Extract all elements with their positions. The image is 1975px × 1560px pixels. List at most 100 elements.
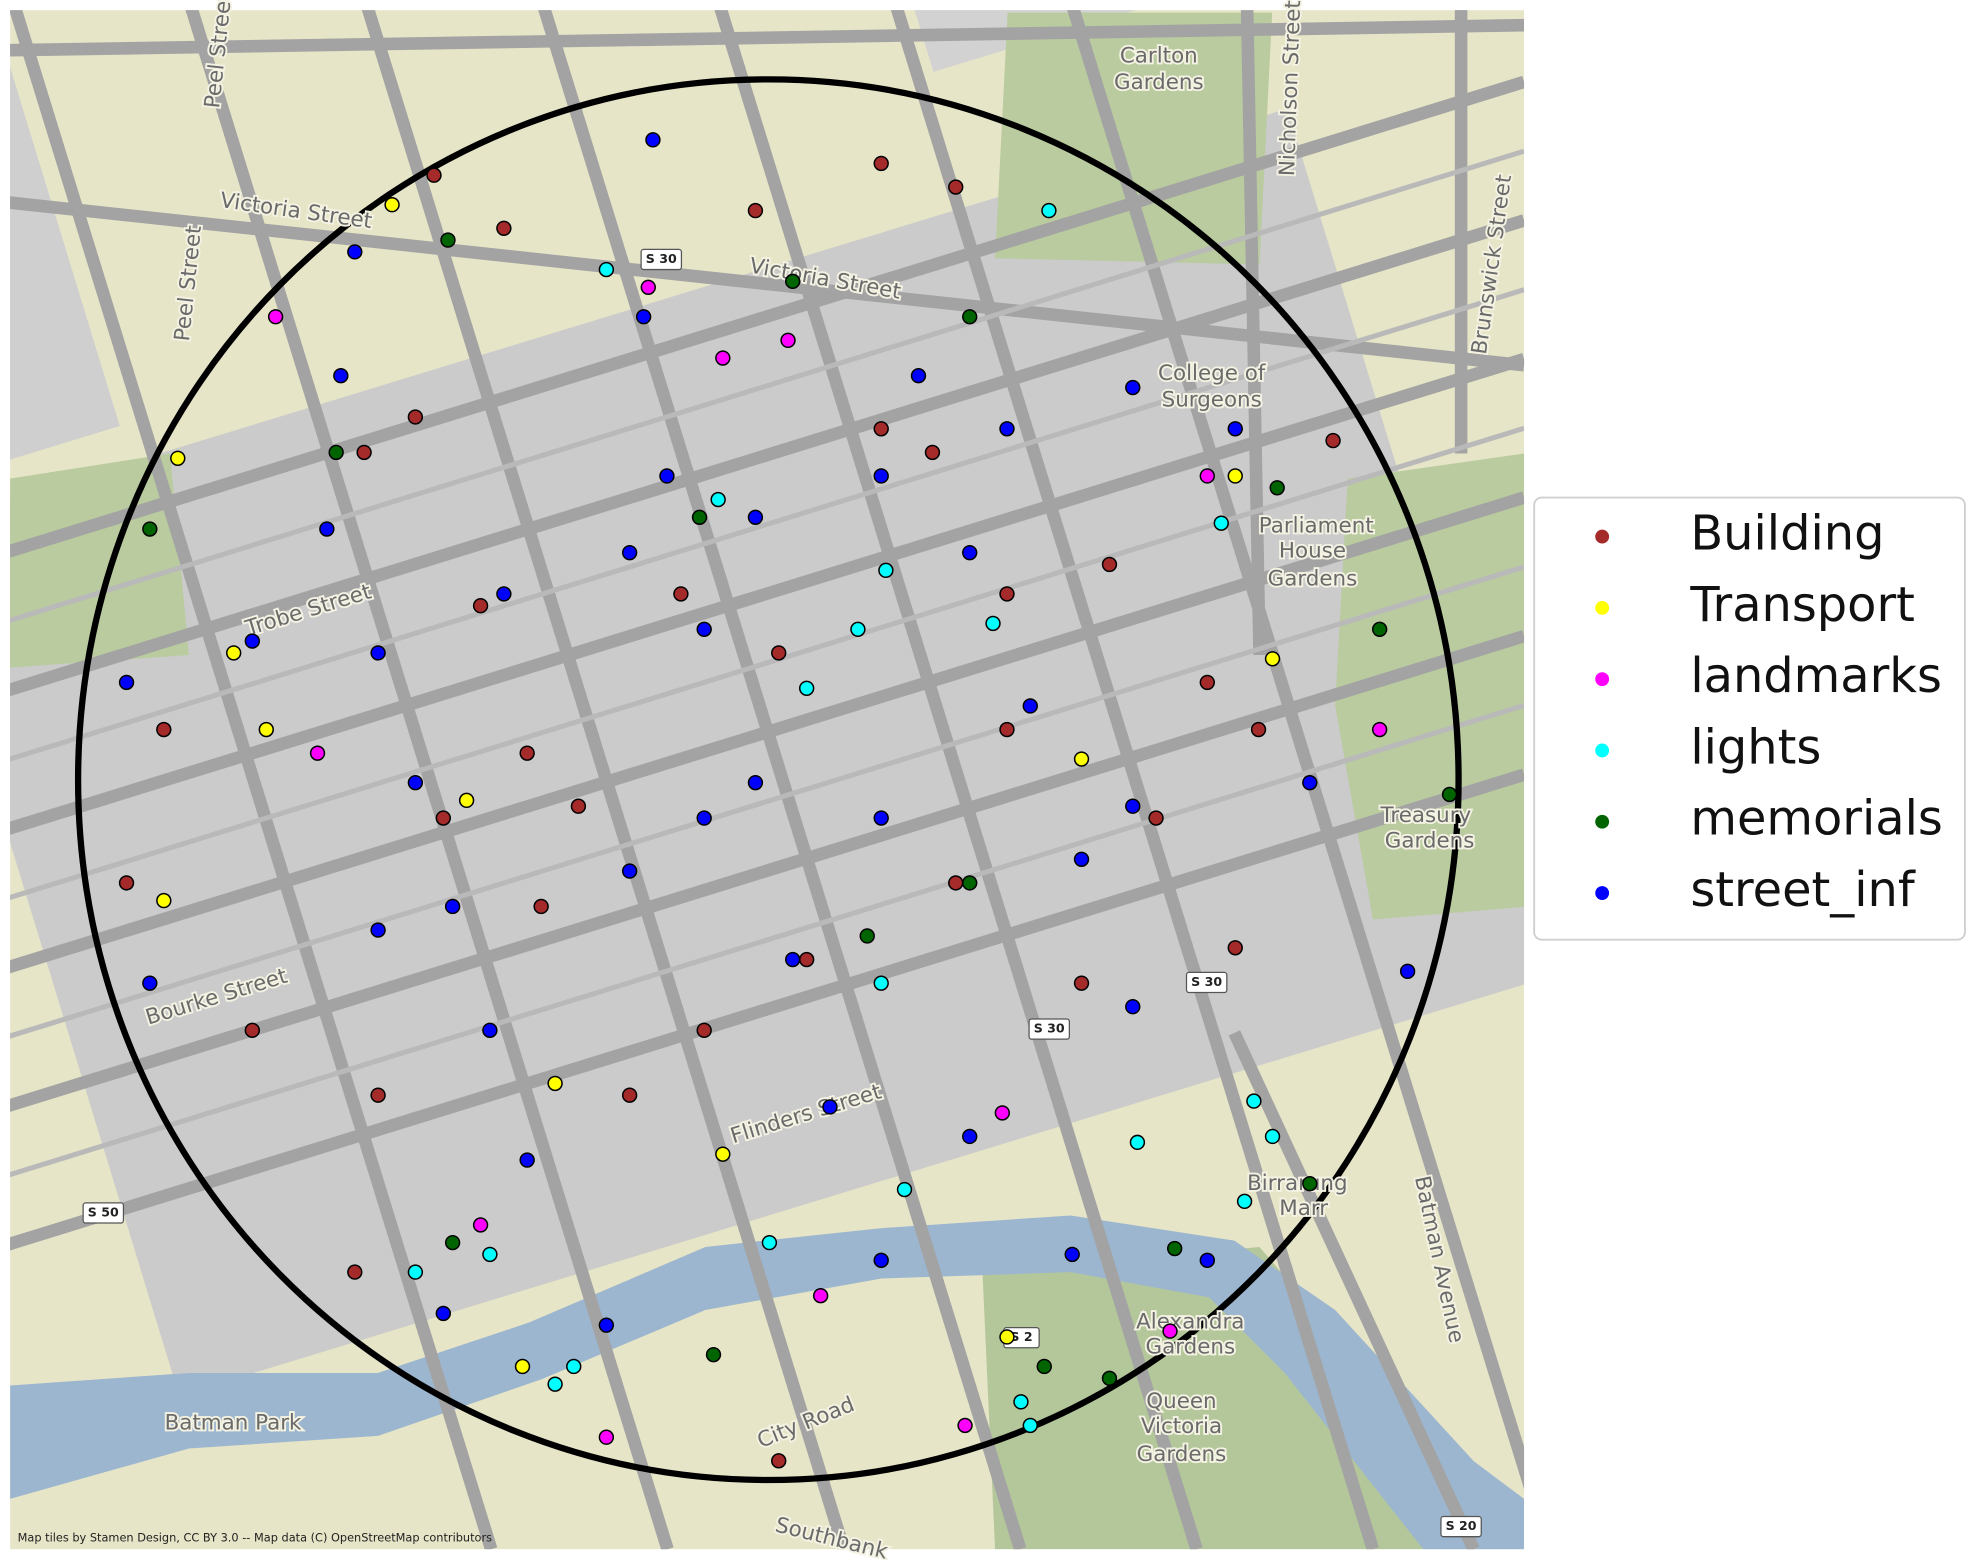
- shield-box: [1185, 971, 1228, 994]
- point: [621, 544, 638, 561]
- point: [696, 810, 712, 826]
- point: [1227, 940, 1243, 956]
- point: [319, 521, 335, 537]
- map-label: College of: [1158, 361, 1266, 386]
- point: [1073, 975, 1090, 991]
- shield-box: [82, 1202, 125, 1224]
- road-shield: S 30: [646, 251, 677, 266]
- point: [1213, 515, 1229, 531]
- legend-marker: [1595, 600, 1610, 615]
- point: [873, 468, 889, 484]
- road-shield: S 50: [88, 1204, 119, 1219]
- point: [435, 810, 451, 826]
- point: [1264, 651, 1281, 667]
- point: [635, 309, 652, 325]
- map-label: Queen: [1146, 1389, 1216, 1414]
- legend-marker: [1595, 886, 1610, 900]
- point: [244, 1022, 260, 1039]
- point: [328, 444, 344, 461]
- map-label: Alexandra: [1136, 1310, 1244, 1335]
- point: [1269, 480, 1285, 496]
- point: [999, 721, 1015, 738]
- point: [873, 1252, 889, 1268]
- map-label: Marr: [1279, 1196, 1328, 1221]
- point: [812, 1288, 829, 1304]
- point: [370, 922, 386, 938]
- point: [1325, 432, 1341, 449]
- point: [771, 645, 787, 661]
- point: [747, 509, 764, 525]
- legend-label: memorials: [1690, 792, 1943, 847]
- point: [1264, 1128, 1281, 1145]
- point: [999, 586, 1015, 602]
- point: [621, 863, 638, 879]
- point: [747, 774, 764, 791]
- point: [1036, 1358, 1052, 1375]
- point: [519, 1152, 535, 1168]
- point: [514, 1358, 531, 1375]
- point: [1227, 468, 1243, 484]
- point: [407, 1264, 424, 1280]
- point: [659, 468, 675, 484]
- legend: Building Transport landmarks lights memorial…: [1595, 507, 1943, 918]
- point: [696, 1022, 712, 1039]
- point: [1064, 1246, 1080, 1263]
- park: [1335, 453, 1525, 920]
- buffer-circle: [74, 76, 1462, 1484]
- point: [859, 928, 875, 944]
- point: [444, 1234, 461, 1251]
- map-label: Gardens: [1385, 828, 1475, 853]
- point: [370, 1087, 386, 1103]
- map-label: Victoria: [1141, 1414, 1222, 1439]
- points: [118, 132, 1458, 1469]
- point: [1022, 698, 1038, 714]
- point: [1101, 1370, 1118, 1386]
- point: [1041, 202, 1057, 219]
- point: [822, 1099, 838, 1115]
- point: [645, 132, 661, 148]
- point: [1167, 1240, 1183, 1257]
- point: [533, 898, 549, 915]
- point: [962, 1128, 978, 1145]
- point: [691, 509, 708, 525]
- road-shield: S 20: [1446, 1518, 1477, 1533]
- point: [267, 309, 284, 325]
- basemap: [10, 10, 1525, 1550]
- point: [640, 279, 656, 295]
- point: [985, 615, 1001, 632]
- map-label: Treasury: [1379, 803, 1471, 828]
- point: [761, 1234, 778, 1251]
- point: [798, 680, 815, 696]
- point: [957, 1417, 973, 1434]
- point: [333, 368, 349, 384]
- point: [1302, 1175, 1318, 1192]
- point: [519, 745, 535, 761]
- road-shield: S 30: [1191, 974, 1222, 989]
- point: [1399, 963, 1416, 980]
- point: [1250, 721, 1267, 738]
- map-label: Gardens: [1137, 1442, 1227, 1467]
- point: [1101, 556, 1118, 573]
- legend-marker: [1595, 672, 1610, 687]
- map-label: Batman Park: [165, 1410, 302, 1435]
- point: [118, 875, 135, 891]
- point: [962, 309, 978, 325]
- point: [440, 232, 456, 248]
- point: [472, 1217, 489, 1233]
- point: [1022, 1417, 1038, 1434]
- shield-box: [1028, 1018, 1071, 1040]
- point: [1246, 1093, 1262, 1109]
- legend-marker: [1595, 814, 1610, 829]
- legend-marker: [1595, 529, 1610, 544]
- point: [673, 586, 689, 602]
- point: [426, 167, 442, 183]
- point: [1125, 999, 1141, 1015]
- legend-marker: [1595, 743, 1610, 758]
- legend-label: Transport: [1689, 578, 1915, 633]
- park: [995, 12, 1273, 265]
- point: [710, 491, 726, 508]
- point: [878, 562, 894, 579]
- road-shield: S 30: [1034, 1021, 1065, 1036]
- point: [873, 975, 889, 991]
